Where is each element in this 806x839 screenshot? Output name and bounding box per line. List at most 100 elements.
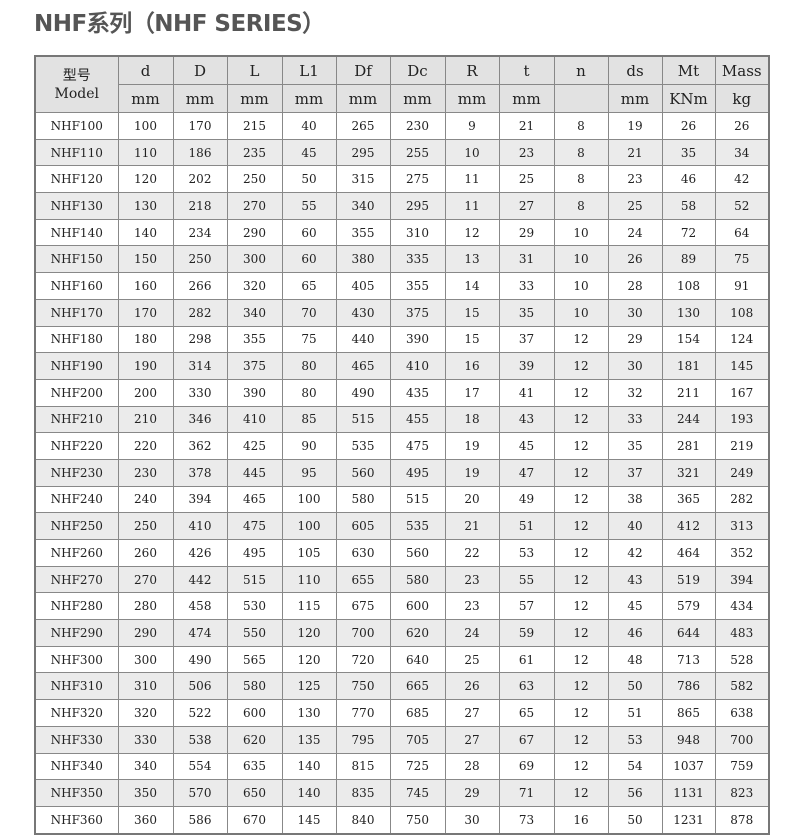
model-cell: NHF340 (34, 752, 119, 781)
value-cell-n: 12 (553, 672, 609, 701)
value-cell-mt: 72 (661, 218, 716, 247)
table-row: NHF240 240 394 465 100 580 515 20 49 12 38 365 282 (34, 485, 770, 514)
value-cell-l: 290 (226, 218, 283, 247)
table-row: NHF100 100 170 215 40 265 230 9 21 8 19 26 26 (34, 112, 770, 140)
value-cell-n: 12 (553, 645, 609, 674)
value-cell-mt: 26 (661, 112, 716, 140)
value-cell-mt: 89 (661, 245, 716, 274)
value-cell-d: 320 (117, 699, 174, 727)
value-cell-d: 350 (117, 779, 174, 807)
unit-header-df: mm (335, 84, 391, 113)
value-cell-r: 21 (444, 512, 500, 540)
value-cell-t: 51 (498, 512, 555, 540)
value-cell-d: 310 (117, 672, 174, 701)
value-cell-l1: 80 (281, 378, 337, 407)
value-cell-mass: 700 (714, 725, 770, 754)
table-row: NHF210 210 346 410 85 515 455 18 43 12 33 244 193 (34, 405, 770, 434)
model-cell: NHF190 (34, 352, 119, 380)
value-cell-l: 650 (226, 779, 283, 807)
value-cell-ds: 42 (607, 539, 663, 567)
value-cell-mt: 948 (661, 725, 716, 754)
column-header-t: t (498, 55, 555, 85)
value-cell-t: 49 (498, 485, 555, 514)
value-cell-mass: 394 (714, 565, 770, 594)
unit-header-l1: mm (281, 84, 337, 113)
model-cell: NHF150 (34, 245, 119, 274)
value-cell-df: 355 (335, 218, 391, 247)
value-cell-n: 12 (553, 352, 609, 380)
value-cell-dc: 295 (389, 192, 446, 220)
value-cell-dc: 535 (389, 512, 446, 540)
model-cell: NHF300 (34, 645, 119, 674)
value-cell-d: 458 (172, 592, 228, 621)
value-cell-r: 19 (444, 432, 500, 460)
table-row: NHF260 260 426 495 105 630 560 22 53 12 42 464 352 (34, 539, 770, 567)
value-cell-t: 41 (498, 378, 555, 407)
value-cell-l1: 45 (281, 138, 337, 167)
model-cell: NHF210 (34, 405, 119, 434)
value-cell-l: 465 (226, 485, 283, 514)
value-cell-t: 35 (498, 298, 555, 327)
value-cell-l: 565 (226, 645, 283, 674)
value-cell-ds: 38 (607, 485, 663, 514)
value-cell-df: 655 (335, 565, 391, 594)
value-cell-l: 340 (226, 298, 283, 327)
value-cell-d: 270 (117, 565, 174, 594)
value-cell-mt: 1231 (661, 805, 716, 835)
value-cell-mass: 219 (714, 432, 770, 460)
value-cell-r: 23 (444, 565, 500, 594)
table-row: NHF130 130 218 270 55 340 295 11 27 8 25 58 52 (34, 192, 770, 220)
value-cell-ds: 29 (607, 325, 663, 354)
value-cell-l1: 75 (281, 325, 337, 354)
model-cell: NHF280 (34, 592, 119, 621)
value-cell-d: 140 (117, 218, 174, 247)
value-cell-dc: 230 (389, 112, 446, 140)
column-header-l: L (226, 55, 283, 85)
value-cell-d: 586 (172, 805, 228, 835)
model-cell: NHF100 (34, 112, 119, 140)
model-cell: NHF290 (34, 619, 119, 647)
value-cell-dc: 580 (389, 565, 446, 594)
value-cell-d: 314 (172, 352, 228, 380)
value-cell-df: 380 (335, 245, 391, 274)
value-cell-mt: 181 (661, 352, 716, 380)
value-cell-d: 234 (172, 218, 228, 247)
value-cell-d: 230 (117, 458, 174, 487)
value-cell-mass: 638 (714, 699, 770, 727)
model-header: 型号 Model (34, 55, 119, 113)
value-cell-d: 240 (117, 485, 174, 514)
value-cell-ds: 25 (607, 192, 663, 220)
model-cell: NHF220 (34, 432, 119, 460)
column-header-d: D (172, 55, 228, 85)
value-cell-t: 53 (498, 539, 555, 567)
value-cell-l: 235 (226, 138, 283, 167)
value-cell-df: 430 (335, 298, 391, 327)
column-header-mass: Mass (714, 55, 770, 85)
value-cell-mass: 528 (714, 645, 770, 674)
value-cell-df: 675 (335, 592, 391, 621)
column-header-n: n (553, 55, 609, 85)
value-cell-t: 57 (498, 592, 555, 621)
value-cell-df: 465 (335, 352, 391, 380)
value-cell-ds: 45 (607, 592, 663, 621)
value-cell-mass: 249 (714, 458, 770, 487)
value-cell-df: 720 (335, 645, 391, 674)
value-cell-df: 295 (335, 138, 391, 167)
value-cell-mt: 412 (661, 512, 716, 540)
value-cell-d: 280 (117, 592, 174, 621)
value-cell-dc: 355 (389, 272, 446, 300)
value-cell-d: 330 (172, 378, 228, 407)
value-cell-l1: 145 (281, 805, 337, 835)
table-row: NHF190 190 314 375 80 465 410 16 39 12 30 181 145 (34, 352, 770, 380)
column-header-ds: ds (607, 55, 663, 85)
value-cell-ds: 30 (607, 298, 663, 327)
value-cell-ds: 19 (607, 112, 663, 140)
value-cell-l: 670 (226, 805, 283, 835)
value-cell-r: 20 (444, 485, 500, 514)
value-cell-d: 282 (172, 298, 228, 327)
value-cell-ds: 48 (607, 645, 663, 674)
value-cell-mt: 519 (661, 565, 716, 594)
value-cell-n: 12 (553, 485, 609, 514)
table-row: NHF250 250 410 475 100 605 535 21 51 12 40 412 313 (34, 512, 770, 540)
value-cell-t: 69 (498, 752, 555, 781)
